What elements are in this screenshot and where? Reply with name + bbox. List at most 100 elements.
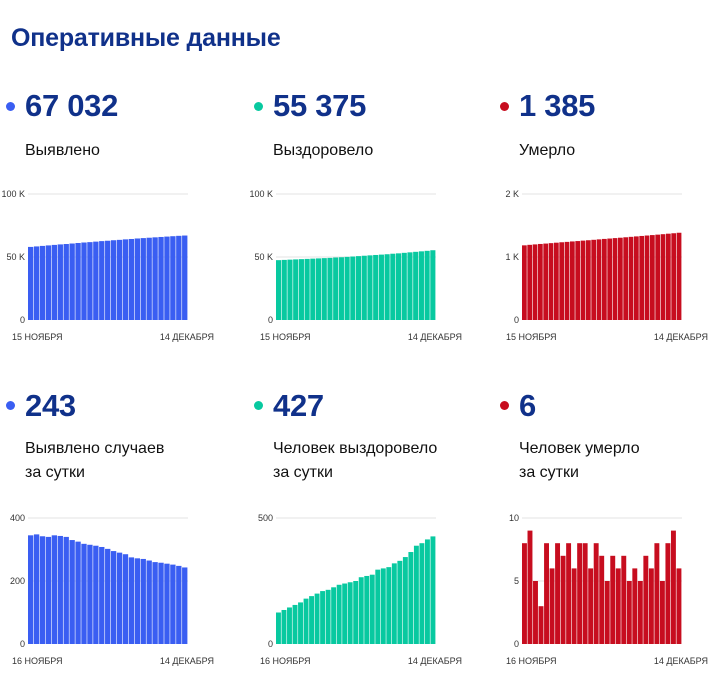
bar	[586, 240, 591, 320]
bar	[522, 543, 527, 644]
bar	[164, 236, 170, 320]
daily-died-value: 6	[519, 388, 536, 423]
bar	[51, 535, 58, 644]
bar	[287, 259, 293, 320]
bar	[350, 256, 356, 320]
bar	[75, 243, 81, 320]
bar	[298, 602, 303, 644]
bar	[618, 237, 623, 320]
bar	[333, 257, 339, 320]
bar	[632, 568, 638, 644]
bar	[643, 555, 649, 644]
bar	[549, 568, 555, 644]
bar	[375, 569, 381, 644]
bar	[602, 238, 607, 320]
bar	[522, 245, 527, 320]
bar	[559, 242, 565, 320]
y-tick-label: 0	[268, 315, 273, 325]
bar	[604, 581, 610, 644]
panel-detected-daily: 243 Выявлено случаев за сутки 0 200 400 16 …	[0, 388, 240, 688]
y-tick-label: 500	[258, 513, 273, 523]
bar	[670, 530, 676, 644]
x-tick-label: 16 НОЯБРЯ	[12, 656, 63, 666]
y-tick-label: 50 K	[254, 252, 273, 262]
bar	[356, 256, 362, 320]
bar	[607, 238, 613, 320]
y-tick-label: 1 K	[505, 252, 519, 262]
red-dot-icon	[500, 401, 509, 410]
bar	[615, 568, 621, 644]
bar	[293, 259, 299, 320]
bar	[287, 607, 292, 644]
bar	[527, 530, 533, 644]
bar	[128, 238, 135, 320]
bar	[560, 555, 566, 644]
bar	[538, 243, 543, 320]
bar	[391, 563, 397, 644]
daily-detected-label-line2: за сутки	[25, 464, 85, 481]
bar	[384, 254, 390, 320]
bar	[310, 258, 316, 320]
bar	[276, 612, 281, 644]
bar	[87, 544, 93, 644]
bar	[570, 241, 575, 320]
bar	[637, 581, 643, 644]
bar	[650, 235, 655, 320]
bar	[402, 557, 408, 644]
bar	[430, 250, 436, 320]
daily-recovered-label: Человек выздоровело	[273, 440, 438, 457]
bar	[538, 606, 544, 644]
total-detected-value: 67 032	[25, 88, 119, 123]
chart-daily-detected: 0 200 400 16 НОЯБРЯ 14 ДЕКАБРЯ	[10, 513, 214, 666]
bar	[378, 254, 384, 320]
bar	[303, 598, 309, 644]
x-tick-label: 14 ДЕКАБРЯ	[654, 656, 708, 666]
bar	[386, 567, 392, 644]
bar	[81, 242, 87, 320]
total-died-label: Умерло	[519, 142, 576, 159]
bar	[591, 239, 597, 320]
bar	[628, 236, 634, 320]
bar	[401, 252, 407, 320]
bar	[69, 540, 75, 644]
y-tick-label: 5	[514, 576, 519, 586]
bar	[676, 568, 682, 644]
bar	[39, 536, 46, 644]
bar	[621, 555, 627, 644]
bar	[320, 591, 326, 644]
bar	[665, 543, 671, 644]
x-tick-label: 14 ДЕКАБРЯ	[160, 332, 214, 342]
x-tick-label: 15 НОЯБРЯ	[506, 332, 557, 342]
bar	[361, 255, 367, 320]
y-tick-label: 100 K	[1, 189, 25, 199]
bar	[527, 244, 533, 320]
bar	[110, 551, 117, 644]
panel-recovered-daily: 427 Человек выздоровело за сутки 0 500 16 …	[248, 388, 488, 688]
bar	[373, 254, 379, 320]
bar	[170, 564, 176, 644]
bar	[666, 233, 671, 320]
bar	[304, 258, 310, 320]
bar	[655, 234, 661, 320]
x-tick-label: 14 ДЕКАБРЯ	[160, 656, 214, 666]
bar	[555, 543, 561, 644]
daily-detected-value: 243	[25, 388, 76, 423]
bar	[408, 552, 414, 644]
bar	[57, 244, 63, 320]
bar	[57, 535, 63, 644]
green-dot-icon	[254, 102, 263, 111]
daily-died-label: Человек умерло	[519, 440, 640, 457]
x-tick-label: 15 НОЯБРЯ	[260, 332, 311, 342]
bar	[164, 563, 170, 644]
bar	[45, 536, 52, 644]
bar	[87, 242, 93, 320]
bar	[575, 241, 581, 320]
bar	[430, 536, 436, 644]
bar	[654, 543, 660, 644]
bar	[397, 560, 403, 644]
chart-daily-recovered: 0 500 16 НОЯБРЯ 14 ДЕКАБРЯ	[258, 513, 462, 666]
bar	[69, 243, 75, 320]
bar	[358, 577, 364, 644]
bar	[33, 246, 40, 320]
bar	[626, 581, 632, 644]
